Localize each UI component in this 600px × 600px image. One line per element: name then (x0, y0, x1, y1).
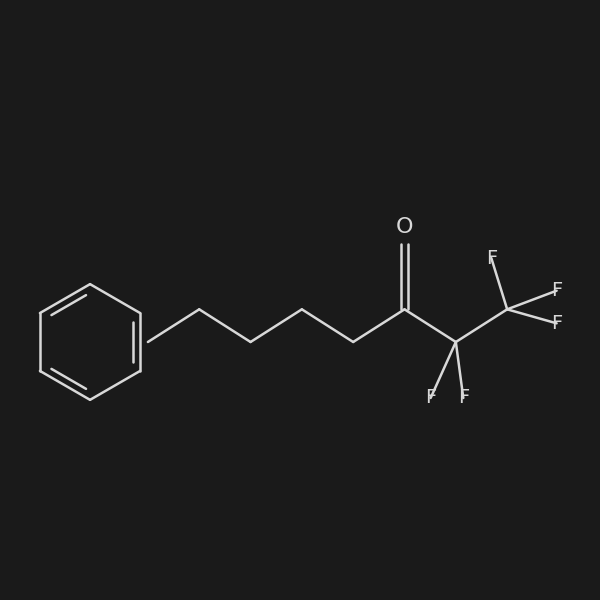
Text: O: O (396, 217, 413, 236)
Text: F: F (425, 388, 436, 407)
Text: F: F (485, 248, 497, 268)
Text: F: F (458, 388, 469, 407)
Text: F: F (551, 281, 562, 300)
Text: F: F (551, 314, 562, 333)
